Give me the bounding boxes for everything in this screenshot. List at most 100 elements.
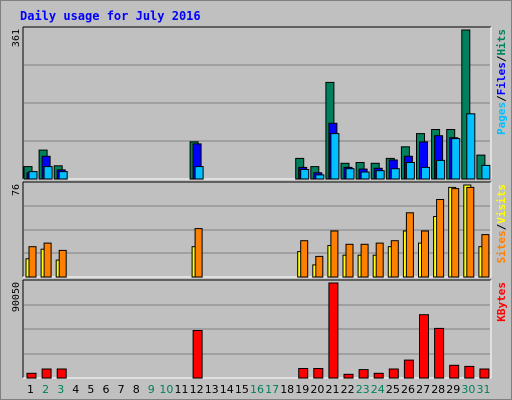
bar-sites-day-27 <box>421 230 429 278</box>
bar-pages-day-12 <box>194 166 204 180</box>
bar-kbytes-day-23 <box>358 369 369 379</box>
bar-pages-day-26 <box>405 162 415 180</box>
ymax-label: 76 <box>11 184 22 196</box>
bar-pages-day-21 <box>330 133 340 180</box>
bar-sites-day-19 <box>300 240 309 278</box>
bar-kbytes-day-21 <box>328 282 339 379</box>
x-tick-label: 16 <box>250 383 264 396</box>
x-tick-label: 28 <box>431 383 445 396</box>
bar-pages-day-29 <box>451 138 461 180</box>
x-tick-label: 14 <box>220 383 234 396</box>
x-tick-label: 3 <box>57 383 64 396</box>
bar-sites-day-20 <box>315 255 324 278</box>
x-tick-label: 22 <box>341 383 355 396</box>
bar-kbytes-day-24 <box>373 372 384 379</box>
x-tick-label: 29 <box>446 383 460 396</box>
legend-kbytes: KBytes <box>495 282 508 322</box>
x-tick-label: 17 <box>265 383 279 396</box>
x-tick-label: 4 <box>72 383 79 396</box>
legend: Sites/Visits <box>495 184 508 264</box>
bar-sites-day-3 <box>58 249 67 278</box>
panel-bot: 90050 KBytes <box>11 279 508 379</box>
x-tick-label: 20 <box>310 383 324 396</box>
bar-sites-day-21 <box>330 230 339 278</box>
x-tick-label: 15 <box>235 383 249 396</box>
x-tick-label: 9 <box>148 383 155 396</box>
bar-pages-day-19 <box>300 169 310 180</box>
x-tick-label: 8 <box>133 383 140 396</box>
bar-pages-day-2 <box>43 166 53 180</box>
bar-pages-day-27 <box>421 166 430 180</box>
bar-kbytes-day-12 <box>192 330 203 379</box>
bar-sites-day-29 <box>451 188 460 278</box>
bar-kbytes-day-29 <box>449 364 460 379</box>
x-tick-label: 18 <box>280 383 294 396</box>
bar-kbytes-day-27 <box>419 314 429 379</box>
legend-separator: / <box>495 55 508 62</box>
bar-kbytes-day-20 <box>313 368 324 379</box>
bar-sites-day-12 <box>194 228 203 278</box>
bar-hits-day-30 <box>461 29 471 180</box>
x-tick-label: 26 <box>401 383 415 396</box>
bar-pages-day-25 <box>390 168 400 180</box>
bar-kbytes-day-30 <box>464 365 475 379</box>
bar-pages-day-1 <box>28 171 38 180</box>
bar-kbytes-day-31 <box>479 368 490 379</box>
x-tick-label: 31 <box>477 383 491 396</box>
x-tick-label: 7 <box>118 383 125 396</box>
bar-sites-day-22 <box>345 243 354 278</box>
bar-pages-day-31 <box>481 164 491 180</box>
x-tick-label: 5 <box>87 383 94 396</box>
bar-pages-day-20 <box>315 174 325 180</box>
bar-sites-day-24 <box>375 242 384 278</box>
legend: KBytes <box>495 282 508 322</box>
x-tick-label: 11 <box>175 383 189 396</box>
x-tick-label: 10 <box>159 383 173 396</box>
legend-separator: / <box>495 95 508 102</box>
bar-kbytes-day-26 <box>403 359 414 379</box>
legend-pages: Pages <box>495 102 508 135</box>
bar-kbytes-day-2 <box>41 368 52 379</box>
x-tick-label: 6 <box>103 383 110 396</box>
bar-sites-day-23 <box>360 243 369 278</box>
chart-title: Daily usage for July 2016 <box>20 9 201 23</box>
bar-kbytes-day-28 <box>434 327 445 379</box>
x-tick-label: 25 <box>386 383 400 396</box>
bar-sites-day-30 <box>466 186 475 278</box>
bar-pages-day-28 <box>436 159 446 180</box>
x-tick-label: 27 <box>416 383 430 396</box>
ymax-label: 361 <box>11 29 22 47</box>
bar-pages-day-22 <box>345 168 355 180</box>
x-tick-label: 1 <box>27 383 34 396</box>
x-tick-label: 12 <box>190 383 204 396</box>
bar-sites-day-28 <box>436 199 445 278</box>
bar-sites-day-26 <box>405 212 414 278</box>
legend-files: Files <box>495 62 508 95</box>
x-tick-label: 13 <box>205 383 219 396</box>
legend-sites: Sites <box>495 230 508 263</box>
bar-pages-day-30 <box>466 113 476 180</box>
bar-pages-day-3 <box>58 171 68 180</box>
bar-sites-day-2 <box>43 242 52 278</box>
legend: Pages/Files/Hits <box>495 29 508 135</box>
x-tick-label: 21 <box>326 383 340 396</box>
bar-kbytes-day-1 <box>26 372 37 379</box>
x-tick-label: 19 <box>295 383 309 396</box>
legend-hits: Hits <box>495 29 508 56</box>
bar-kbytes-day-22 <box>343 373 354 379</box>
ymax-label: 90050 <box>11 282 22 312</box>
bar-pages-day-24 <box>375 170 385 180</box>
bar-sites-day-31 <box>481 234 490 278</box>
bar-kbytes-day-25 <box>388 368 399 379</box>
x-tick-label: 30 <box>461 383 475 396</box>
legend-separator: / <box>495 223 508 230</box>
bar-kbytes-day-3 <box>56 368 67 379</box>
x-tick-label: 2 <box>42 383 49 396</box>
legend-visits: Visits <box>495 184 508 224</box>
x-tick-label: 24 <box>371 383 385 396</box>
bar-kbytes-day-19 <box>298 368 309 379</box>
bar-sites-day-1 <box>28 246 37 278</box>
